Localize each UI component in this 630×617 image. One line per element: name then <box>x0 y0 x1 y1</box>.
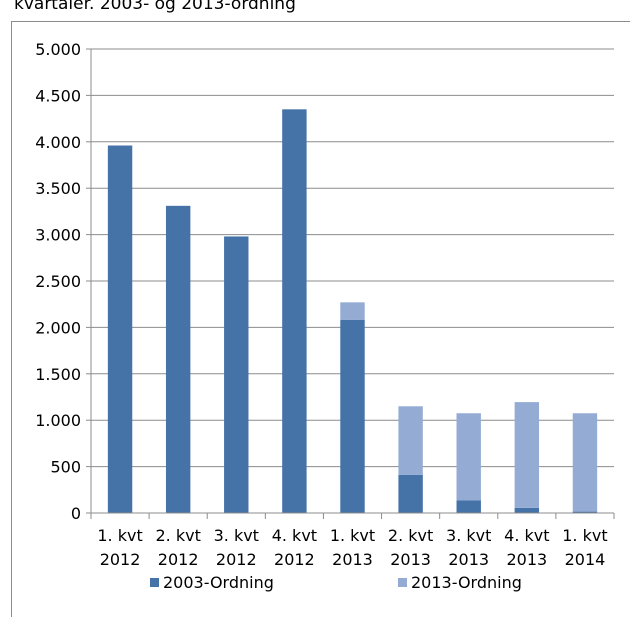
x-tick-label: 1. kvt <box>330 526 375 545</box>
x-tick-label: 4. kvt <box>504 526 549 545</box>
y-tick-label: 2.500 <box>35 272 81 291</box>
bar-2003-ordning <box>165 205 191 513</box>
bar-2013-ordning <box>456 413 481 501</box>
x-tick-label: 3. kvt <box>214 526 259 545</box>
legend-swatch <box>398 578 407 587</box>
y-tick-label: 5.000 <box>35 40 81 59</box>
y-tick-label: 4.500 <box>35 86 81 105</box>
chart-frame <box>11 21 630 617</box>
y-tick-label: 2.000 <box>35 318 81 337</box>
x-tick-label: 2. kvt <box>155 526 200 545</box>
legend-label: 2003-Ordning <box>163 573 274 592</box>
x-tick-label: 2012 <box>158 550 199 569</box>
bar-2003-ordning <box>224 236 249 513</box>
bar-2003-ordning <box>340 319 365 513</box>
x-tick-label: 2012 <box>100 550 141 569</box>
legend-swatch <box>150 578 159 587</box>
bars <box>107 109 598 513</box>
bar-2003-ordning <box>107 145 133 513</box>
bar-2013-ordning <box>572 413 598 512</box>
x-tick-label: 4. kvt <box>272 526 317 545</box>
y-tick-label: 0 <box>71 504 81 523</box>
y-tick-label: 1.000 <box>35 411 81 430</box>
bar-2013-ordning <box>514 402 540 508</box>
axes <box>86 48 615 519</box>
bar-2003-ordning <box>572 511 598 513</box>
x-tick-label: 2. kvt <box>388 526 433 545</box>
x-tick-label: 2013 <box>506 550 547 569</box>
legend: 2003-Ordning 2013-Ordning <box>150 573 522 592</box>
bar-2003-ordning <box>398 474 423 513</box>
tick-labels: 0 500 1.000 1.500 2.000 2.500 3.000 3.500 4.000 4… <box>35 40 607 569</box>
bar-2003-ordning <box>282 109 307 513</box>
x-tick-label: 2012 <box>274 550 315 569</box>
y-tick-label: 4.000 <box>35 133 81 152</box>
x-tick-label: 1. kvt <box>562 526 607 545</box>
x-tick-label: 1. kvt <box>97 526 142 545</box>
y-tick-label: 500 <box>50 458 81 477</box>
legend-label: 2013-Ordning <box>411 573 522 592</box>
bar-2003-ordning <box>456 500 481 513</box>
bar-2013-ordning <box>340 302 365 320</box>
bar-2003-ordning <box>514 507 540 513</box>
x-tick-label: 2012 <box>216 550 257 569</box>
x-tick-label: 2014 <box>565 550 606 569</box>
y-tick-label: 3.500 <box>35 179 81 198</box>
x-tick-label: 2013 <box>448 550 489 569</box>
y-tick-label: 1.500 <box>35 365 81 384</box>
x-tick-label: 3. kvt <box>446 526 491 545</box>
x-tick-label: 2013 <box>332 550 373 569</box>
x-tick-label: 2013 <box>390 550 431 569</box>
bar-2013-ordning <box>398 406 423 475</box>
y-tick-label: 3.000 <box>35 226 81 245</box>
chart-caption: kvartaler. 2003- og 2013-ordning <box>14 0 296 14</box>
